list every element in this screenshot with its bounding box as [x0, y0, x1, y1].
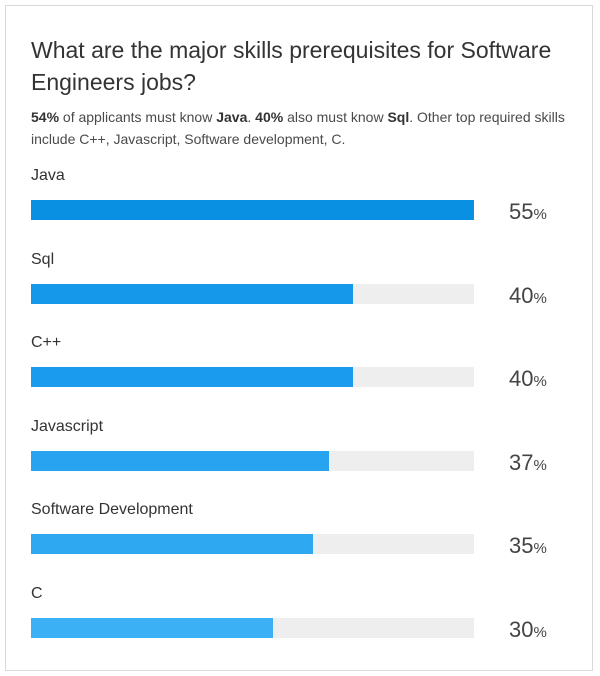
bar-value-percent-sign: % [533, 540, 547, 558]
bar-fill [31, 283, 354, 304]
bar-value-label: 35% [509, 533, 547, 562]
bar-label: Sql [31, 250, 55, 268]
subtitle-sql: Sql [387, 109, 410, 125]
bar-label: Javascript [31, 417, 104, 435]
bar-fill [31, 618, 273, 638]
subtitle-text-3: also must know [283, 109, 388, 125]
bar-value-number: 30 [509, 617, 534, 642]
bar-label: Java [31, 167, 65, 184]
bar-label: C [31, 585, 43, 602]
bar-row: C++ 40% [31, 333, 576, 417]
bar-track [31, 450, 474, 471]
subtitle-sql-percent: 40% [255, 109, 284, 125]
bar-row: C 30% [31, 584, 576, 668]
subtitle-java: Java [216, 109, 248, 125]
bar-value-percent-sign: % [533, 456, 547, 474]
subtitle-text-2: . [247, 109, 256, 125]
chart-card: What are the major skills prerequisites … [5, 5, 593, 671]
bar-value-label: 40% [509, 283, 547, 312]
bar-value-percent-sign: % [533, 206, 547, 223]
bar-row: Javascript 37% [31, 417, 576, 501]
chart-title: What are the major skills prerequisites … [31, 37, 552, 95]
bar-label: Software Development [31, 501, 193, 519]
bar-value-label: 55% [509, 199, 547, 228]
chart-subtitle: 54% of applicants must know Java. 40% al… [31, 106, 571, 150]
bar-value-number: 37 [509, 449, 534, 475]
subtitle-text-4: . Other top required skills include C++,… [31, 109, 565, 147]
bar-value-number: 35 [509, 533, 534, 559]
bar-label: C++ [31, 334, 62, 352]
bar-row: Software Development 35% [31, 500, 576, 584]
bar-value-number: 40 [509, 366, 534, 392]
bar-row: Sql 40% [31, 250, 576, 334]
bar-track [31, 200, 474, 220]
bar-value-label: 40% [509, 366, 547, 395]
bar-track [31, 618, 474, 638]
bar-fill [31, 534, 313, 555]
bar-value-number: 40 [509, 282, 534, 308]
bar-fill [31, 367, 354, 388]
bar-value-percent-sign: % [533, 624, 547, 641]
bar-track [31, 283, 474, 304]
bar-value-label: 30% [509, 617, 547, 646]
bar-fill [31, 450, 330, 471]
bar-value-number: 55 [509, 199, 534, 224]
bar-value-percent-sign: % [533, 373, 547, 391]
subtitle-java-percent: 54% [31, 109, 60, 125]
bar-track [31, 367, 474, 388]
bar-value-percent-sign: % [533, 289, 547, 307]
bar-value-label: 37% [509, 450, 547, 479]
subtitle-text-1: of applicants must know [59, 109, 217, 125]
bar-row: Java 55% [31, 166, 576, 250]
bar-track [31, 534, 474, 555]
bar-fill [31, 200, 474, 220]
